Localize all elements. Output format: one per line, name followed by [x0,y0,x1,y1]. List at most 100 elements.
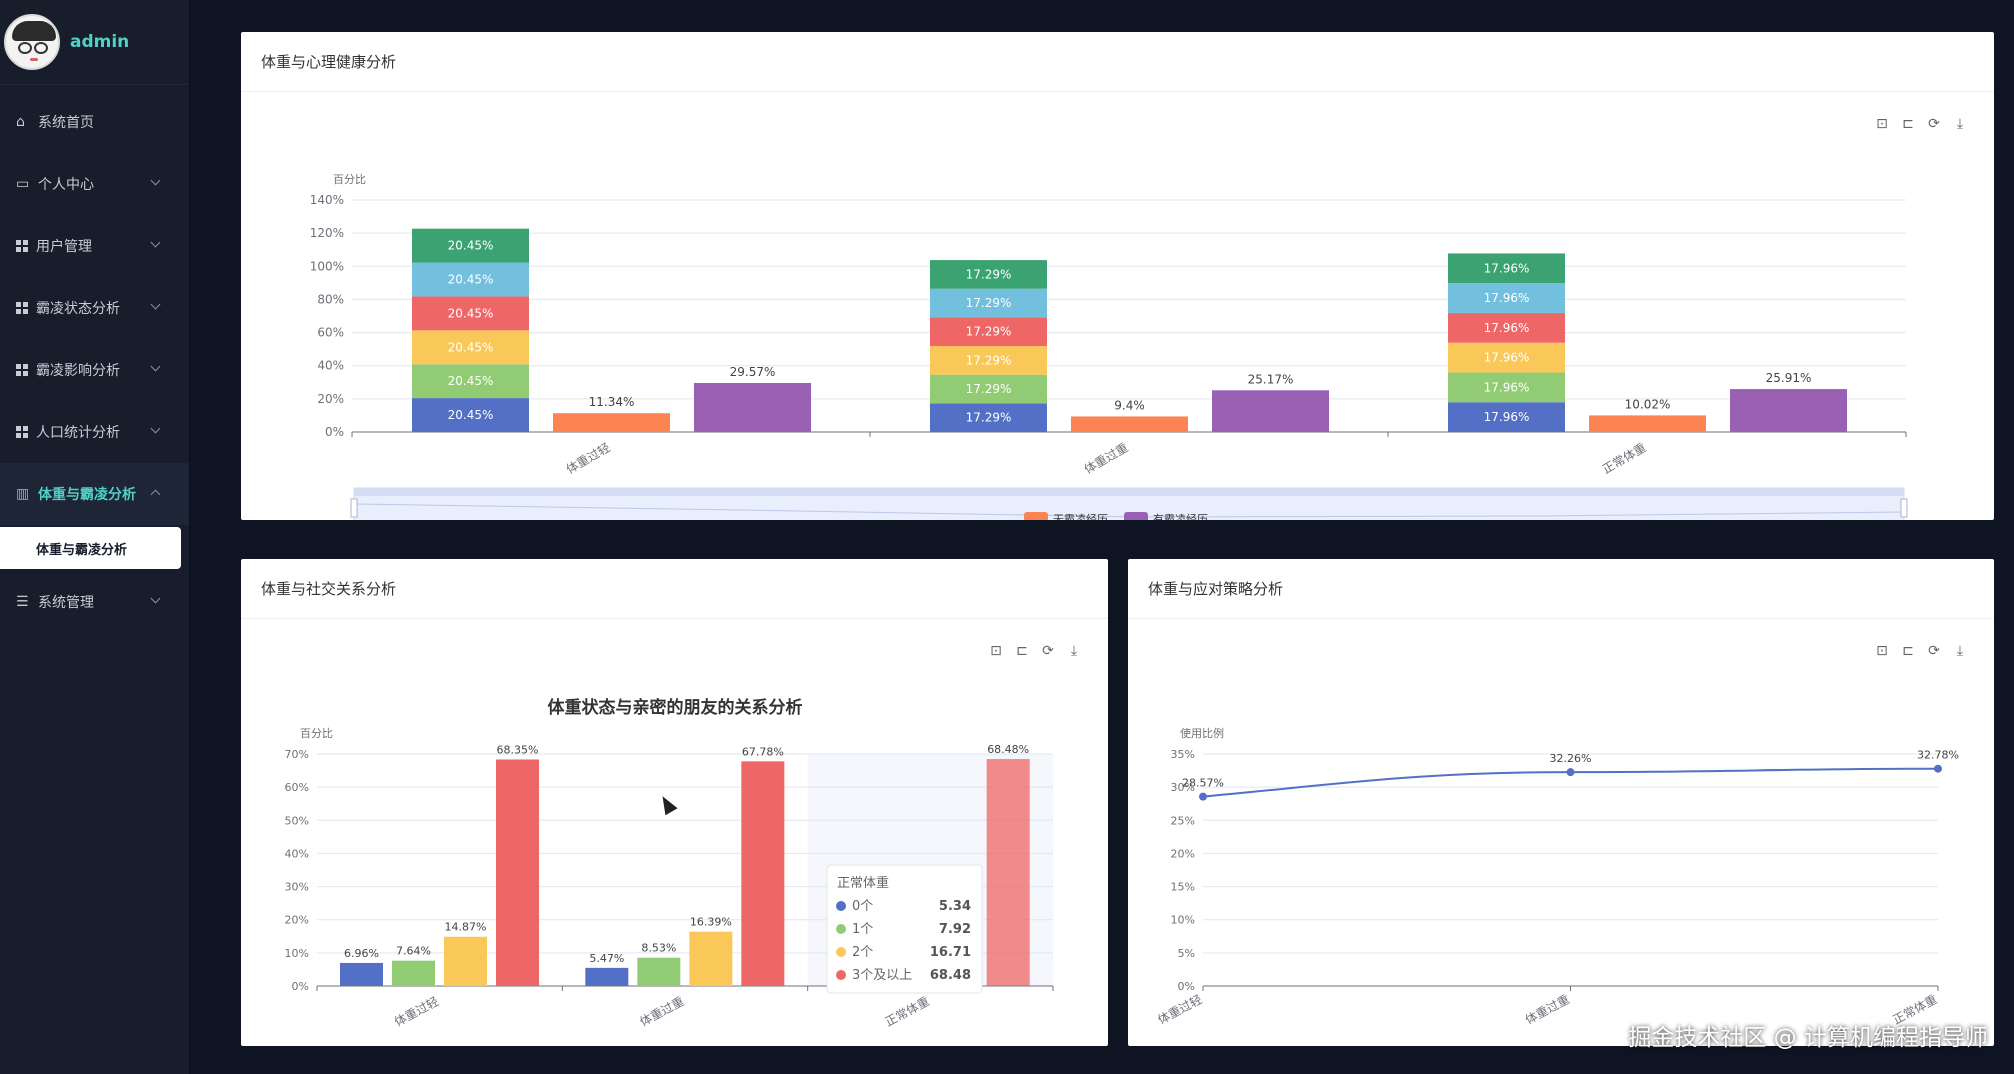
stack-bar-segment [412,398,529,432]
download-icon[interactable]: ⤓ [1956,116,1964,132]
list-icon: ☰ [16,594,29,610]
tooltip-series-name: 1个 [852,922,873,937]
y-tick-label: 20% [1171,847,1195,860]
grid-icon [16,240,28,252]
bar-data-label: 17.29% [966,296,1012,310]
y-axis-title: 百分比 [333,173,366,186]
y-tick-label: 80% [317,292,344,306]
line-point [1199,792,1207,801]
y-axis-title: 百分比 [300,727,333,740]
y-tick-label: 0% [1178,980,1195,993]
bar-data-label: 25.91% [1766,371,1812,385]
stack-bar-segment [1448,372,1565,403]
submenu-item-active[interactable]: 体重与霸凌分析 [0,527,181,569]
bar-data-label: 10.02% [1625,397,1671,411]
x-tick-label: 体重过轻 [392,994,441,1029]
sidebar-item-3[interactable]: 霸凌状态分析 [0,277,189,339]
y-tick-label: 20% [285,914,309,927]
download-icon[interactable]: ⤓ [1956,643,1964,659]
tooltip-title: 正常体重 [837,875,889,891]
zoom-icon[interactable]: ⊡ [1876,643,1888,659]
chart-title: 体重状态与亲密的朋友的关系分析 [548,697,803,718]
chevron-up-icon [150,489,161,500]
brand-header: admin [0,0,189,85]
bar-data-label: 5.47% [589,952,624,965]
point-data-label: 32.26% [1550,752,1592,765]
avatar[interactable] [4,14,60,70]
panel-title: 体重与应对策略分析 [1128,559,1994,619]
stack-bar-segment [412,228,529,263]
x-tick-label: 正常体重 [883,994,932,1029]
bar-data-label: 8.53% [641,942,676,955]
chevron-down-icon [150,361,161,372]
y-tick-label: 140% [310,193,344,207]
stack-bar-segment [412,330,529,365]
zoom-reset-icon[interactable]: ⊏ [1902,116,1914,132]
zoom-icon[interactable]: ⊡ [990,643,1002,659]
stack-bar-segment [412,364,529,399]
sidebar-item-4[interactable]: 霸凌影响分析 [0,339,189,401]
zoom-icon[interactable]: ⊡ [1876,116,1888,132]
sidebar-item-label: 系统管理 [38,595,94,611]
sidebar-item-0[interactable]: ⌂ 系统首页 [0,91,189,153]
zoom-reset-icon[interactable]: ⊏ [1902,643,1914,659]
sidebar-item-label: 体重与霸凌分析 [38,487,136,503]
x-tick-label: 体重过重 [637,994,686,1029]
legend-label: 有霸凌经历 [1153,512,1208,520]
refresh-icon[interactable]: ⟳ [1928,643,1940,659]
panel-title: 体重与心理健康分析 [241,32,1994,92]
y-tick-label: 70% [285,748,309,761]
sidebar-item-1[interactable]: ▭ 个人中心 [0,153,189,215]
bar-data-label: 25.17% [1248,372,1294,386]
download-icon[interactable]: ⤓ [1070,643,1078,659]
sidebar-item-5[interactable]: 人口统计分析 [0,401,189,463]
chart-toolbox: ⊡ ⊏ ⟳ ⤓ [988,643,1082,659]
bar [1212,390,1329,432]
bar-data-label: 68.48% [987,743,1029,756]
y-tick-label: 15% [1171,881,1195,894]
y-tick-label: 20% [317,392,344,406]
sidebar-item-6[interactable]: ▥ 体重与霸凌分析 [0,463,189,525]
y-tick-label: 25% [1171,814,1195,827]
y-tick-label: 5% [1178,947,1195,960]
tooltip-value: 7.92 [939,922,971,937]
y-tick-label: 0% [325,425,344,439]
stack-bar-segment [1448,342,1565,373]
y-tick-label: 60% [285,781,309,794]
tooltip-series-name: 2个 [852,945,873,960]
bar-data-label: 14.87% [445,921,487,934]
sidebar-item-label: 个人中心 [38,177,94,193]
x-tick-label: 正常体重 [1600,440,1649,476]
sidebar-item-label: 人口统计分析 [36,425,120,441]
mental-health-panel: 体重与心理健康分析 ⊡ ⊏ ⟳ ⤓ 百分比 0% 20% 40% 60% 80% 100% 1… [241,32,1994,520]
bar [496,759,539,986]
mental-health-chart: 百分比 0% 20% 40% 60% 80% 100% 120% 140% 20.45% 20.45… [310,173,1908,520]
line-point [1934,764,1942,773]
sidebar-item-7[interactable]: ☰ 系统管理 [0,571,189,633]
home-icon: ⌂ [16,114,25,130]
chevron-down-icon [150,423,161,434]
sidebar-item-2[interactable]: 用户管理 [0,215,189,277]
x-tick-label: 体重过轻 [1155,992,1204,1027]
stack-bar-segment [1448,312,1565,343]
tooltip-series-name: 0个 [852,899,873,914]
chevron-down-icon [150,299,161,310]
refresh-icon[interactable]: ⟳ [1042,643,1054,659]
tooltip-dot [836,901,846,911]
stack-bar-segment [930,317,1047,347]
bar-data-label: 17.29% [966,411,1012,425]
refresh-icon[interactable]: ⟳ [1928,116,1940,132]
zoom-reset-icon[interactable]: ⊏ [1016,643,1028,659]
tooltip-dot [836,947,846,957]
tooltip-value: 5.34 [939,899,971,914]
tooltip-value: 16.71 [930,945,971,960]
chevron-down-icon [150,237,161,248]
bar [694,382,811,432]
bar-data-label: 20.45% [448,408,494,422]
chevron-down-icon [150,593,161,604]
stack-bar-segment [930,288,1047,318]
bar-data-label: 9.4% [1114,398,1145,412]
stack-bar-segment [412,296,529,331]
tooltip-series-name: 3个及以上 [852,968,912,983]
bar [1589,415,1706,432]
